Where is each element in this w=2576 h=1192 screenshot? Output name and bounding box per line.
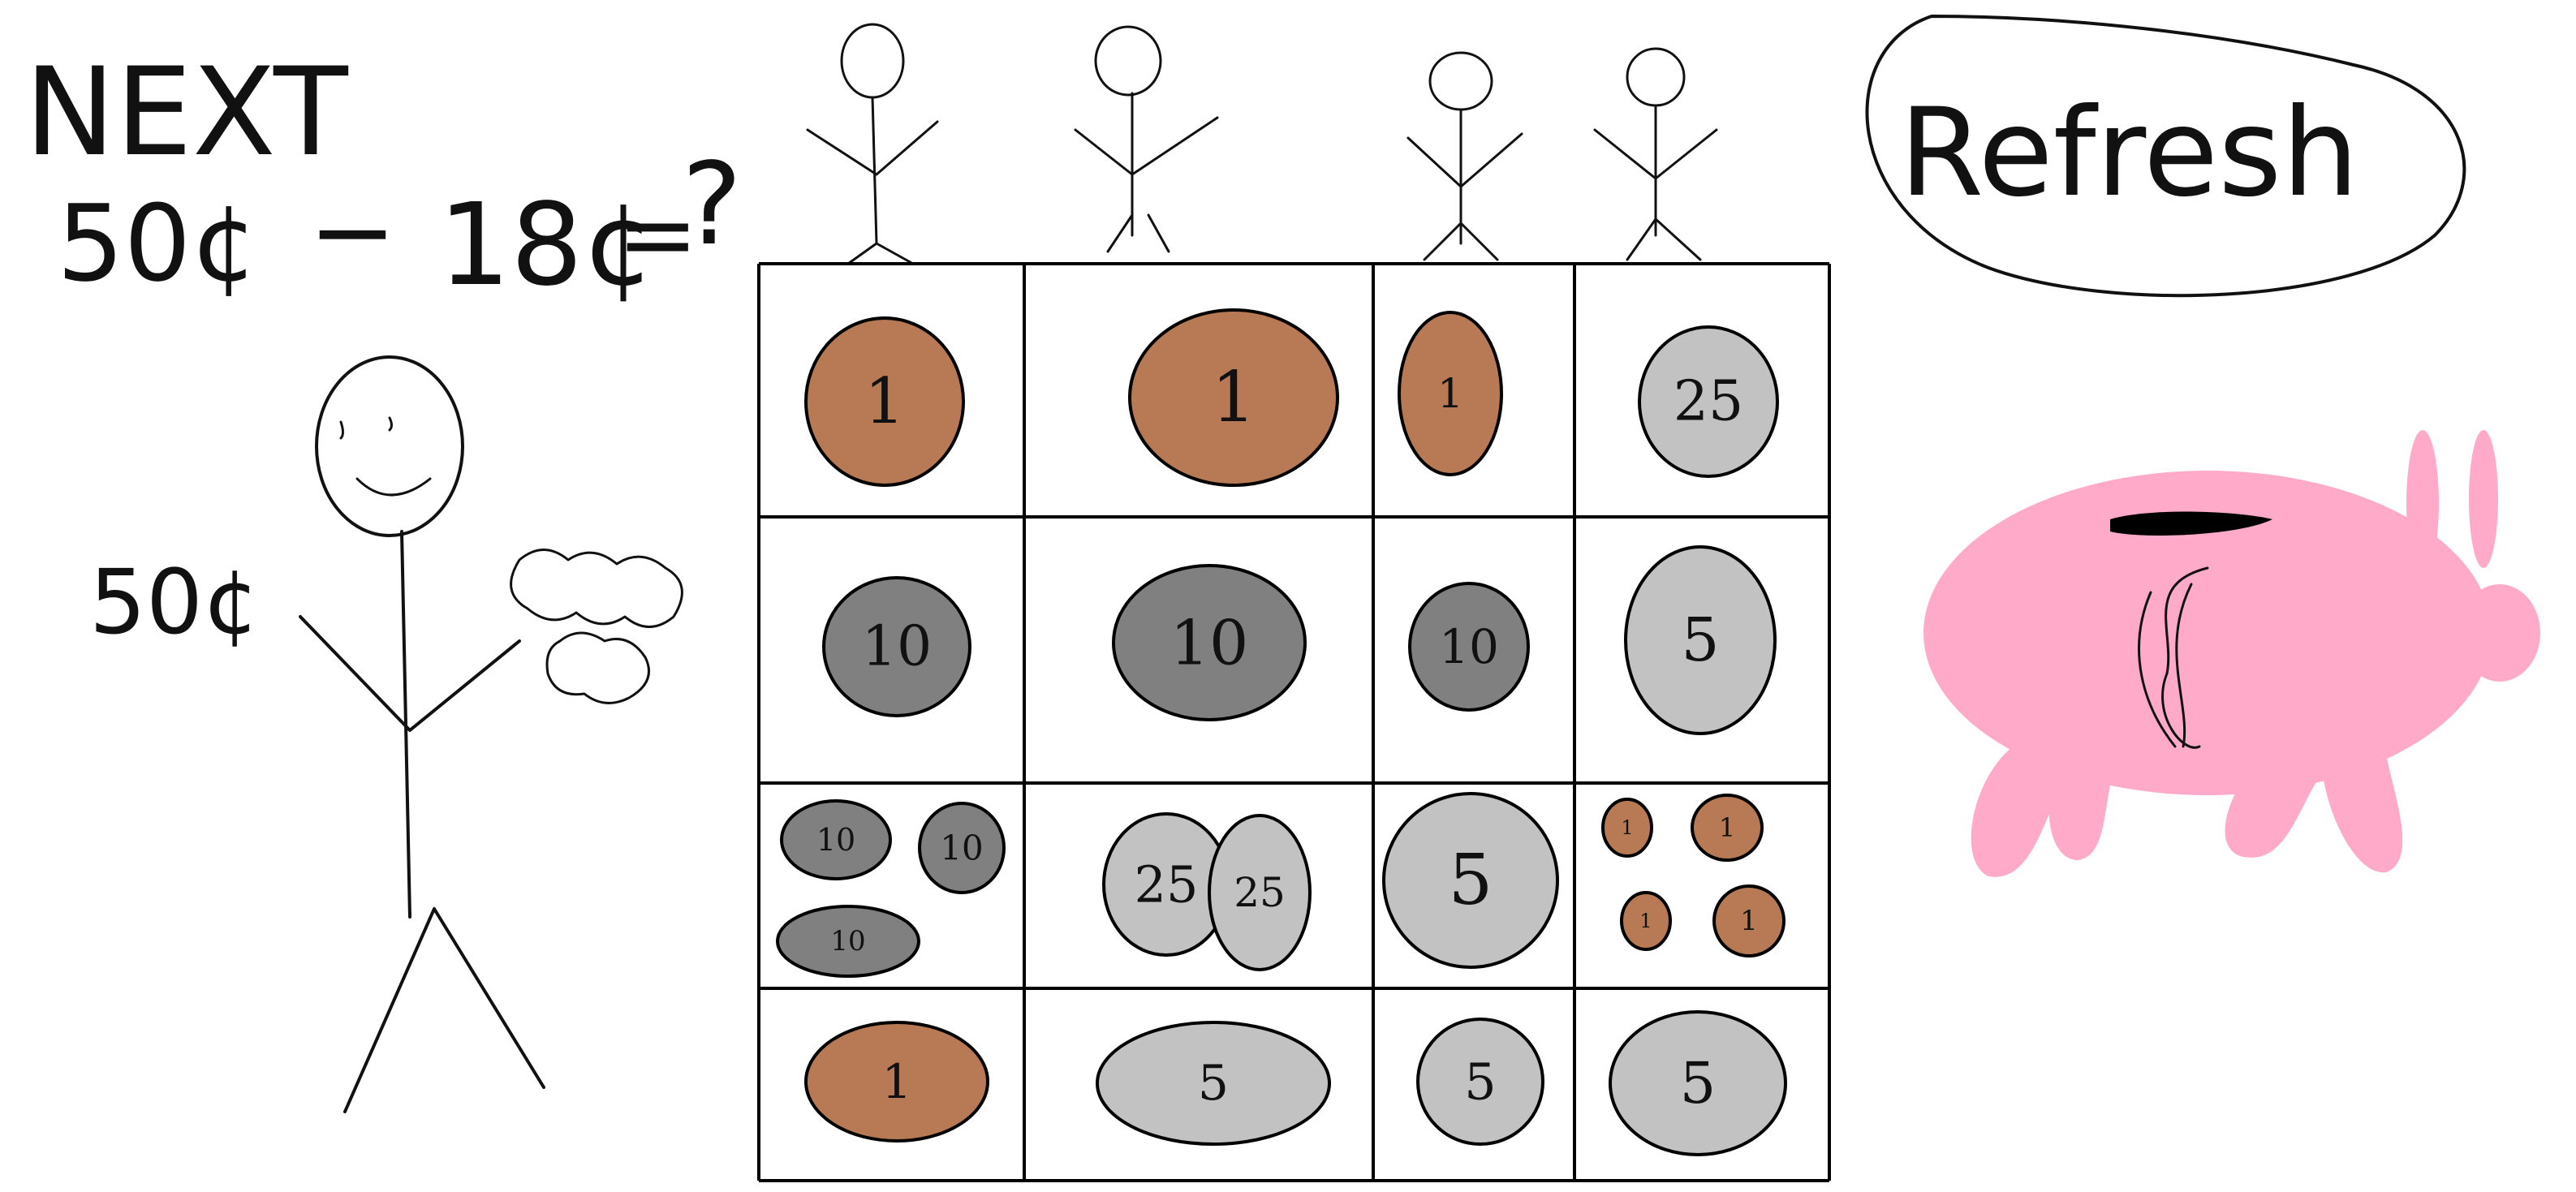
nickel-coin: 5 bbox=[1624, 545, 1777, 735]
grid-cell-r2-c2[interactable]: 10 bbox=[1024, 517, 1373, 783]
coin-grid: 1 1 1 25 10 10 10 5 10 10 10 25 25 5 1 1 1 1 1 5 5 5 bbox=[757, 262, 1831, 1182]
quarter-coin: 25 bbox=[1638, 325, 1779, 478]
subtract-amount: 18¢ bbox=[438, 179, 655, 312]
coin-value-label: 5 bbox=[1449, 840, 1493, 921]
coin-value-label: 25 bbox=[1135, 855, 1199, 914]
coin-value-label: 10 bbox=[862, 615, 933, 679]
nickel-coin: 5 bbox=[1382, 792, 1559, 969]
money-bills-icon bbox=[510, 549, 683, 704]
question-header: NEXT 50¢ − 18¢ = ? bbox=[24, 42, 742, 312]
penny-coin: 1 bbox=[1128, 308, 1339, 487]
person-icon bbox=[1074, 25, 1219, 253]
equals-sign: = bbox=[617, 179, 699, 291]
coin-value-label: 1 bbox=[864, 365, 905, 438]
quarter-coin: 25 bbox=[1102, 812, 1230, 957]
coin-value-label: 1 bbox=[882, 1054, 912, 1109]
coin-value-label: 10 bbox=[1170, 607, 1249, 679]
coin-value-label: 1 bbox=[1719, 812, 1735, 843]
nickel-coin: 5 bbox=[1416, 1018, 1544, 1146]
penny-coin: 1 bbox=[804, 316, 965, 487]
person-icon bbox=[1406, 51, 1523, 261]
piggy-body bbox=[1923, 471, 2492, 795]
refresh-button[interactable]: Refresh bbox=[1865, 15, 2466, 298]
dime-coin: 10 bbox=[1408, 582, 1530, 712]
coin-value-label: 25 bbox=[1234, 869, 1286, 916]
player-money-label: 50¢ bbox=[89, 550, 260, 654]
dime-coin: 10 bbox=[776, 905, 920, 978]
grid-cell-r1-c4[interactable]: 25 bbox=[1574, 264, 1829, 517]
grid-cell-r1-c3[interactable]: 1 bbox=[1373, 264, 1574, 517]
penny-coin: 1 bbox=[1620, 891, 1672, 951]
grid-cell-r4-c2[interactable]: 5 bbox=[1024, 988, 1373, 1181]
grid-cell-r3-c1[interactable]: 10 10 10 bbox=[759, 783, 1024, 988]
piggy-snout bbox=[2459, 584, 2540, 682]
coin-value-label: 1 bbox=[1639, 910, 1652, 932]
grid-cell-r4-c4[interactable]: 5 bbox=[1574, 988, 1829, 1181]
player-figure: 50¢ bbox=[89, 355, 683, 1113]
person-icon bbox=[806, 23, 939, 265]
coin-value-label: 1 bbox=[1437, 370, 1463, 417]
dollar-sign-icon bbox=[2138, 566, 2209, 749]
penny-coin: 1 bbox=[1712, 884, 1786, 957]
coin-value-label: 5 bbox=[1681, 605, 1719, 675]
next-title: NEXT bbox=[24, 42, 349, 183]
question-mark: ? bbox=[682, 139, 742, 271]
coin-value-label: 25 bbox=[1674, 370, 1744, 434]
person-icon bbox=[1593, 47, 1718, 261]
piggy-ear bbox=[2469, 430, 2498, 568]
coin-value-label: 10 bbox=[830, 925, 865, 957]
dime-coin: 10 bbox=[918, 802, 1006, 894]
grid-cell-r4-c1[interactable]: 1 bbox=[759, 988, 1024, 1181]
grid-lines bbox=[757, 262, 1831, 1182]
piggy-bank[interactable] bbox=[1923, 430, 2540, 877]
piggy-coin-slot bbox=[2110, 511, 2272, 536]
nickel-coin: 5 bbox=[1609, 1010, 1787, 1156]
coin-value-label: 5 bbox=[1198, 1055, 1229, 1112]
piggy-leg bbox=[2321, 755, 2403, 873]
start-amount: 50¢ bbox=[57, 182, 258, 305]
refresh-label: Refresh bbox=[1899, 83, 2358, 224]
grid-cell-r3-c2[interactable]: 25 25 bbox=[1024, 783, 1373, 988]
grid-cell-r2-c3[interactable]: 10 bbox=[1373, 517, 1574, 783]
grid-cell-r2-c1[interactable]: 10 bbox=[759, 517, 1024, 783]
column-people bbox=[806, 23, 1718, 265]
coin-value-label: 1 bbox=[1740, 905, 1758, 937]
penny-coin: 1 bbox=[1398, 311, 1503, 476]
dime-coin: 10 bbox=[1112, 564, 1307, 721]
coin-value-label: 10 bbox=[940, 828, 983, 868]
coin-value-label: 10 bbox=[1439, 619, 1499, 674]
coin-value-label: 5 bbox=[1464, 1052, 1496, 1112]
grid-cell-r2-c4[interactable]: 5 bbox=[1574, 517, 1829, 783]
coin-value-label: 1 bbox=[1621, 816, 1633, 839]
coin-value-label: 1 bbox=[1212, 357, 1256, 438]
quarter-coin: 25 bbox=[1208, 814, 1312, 971]
player-head bbox=[315, 355, 464, 537]
grid-cell-r1-c2[interactable]: 1 bbox=[1024, 264, 1373, 517]
dime-coin: 10 bbox=[822, 576, 971, 717]
coin-value-label: 10 bbox=[816, 822, 855, 858]
penny-coin: 1 bbox=[1691, 794, 1764, 862]
piggy-leg bbox=[1971, 747, 2078, 877]
grid-cell-r3-c4[interactable]: 1 1 1 1 bbox=[1574, 783, 1829, 988]
dime-coin: 10 bbox=[780, 799, 892, 880]
coin-value-label: 5 bbox=[1680, 1050, 1717, 1117]
grid-cell-r3-c3[interactable]: 5 bbox=[1373, 783, 1574, 988]
nickel-coin: 5 bbox=[1096, 1021, 1331, 1146]
minus-sign: − bbox=[308, 170, 397, 293]
grid-cell-r4-c3[interactable]: 5 bbox=[1373, 988, 1574, 1181]
grid-cell-r1-c1[interactable]: 1 bbox=[759, 264, 1024, 517]
penny-coin: 1 bbox=[804, 1021, 989, 1143]
penny-coin: 1 bbox=[1601, 798, 1653, 858]
